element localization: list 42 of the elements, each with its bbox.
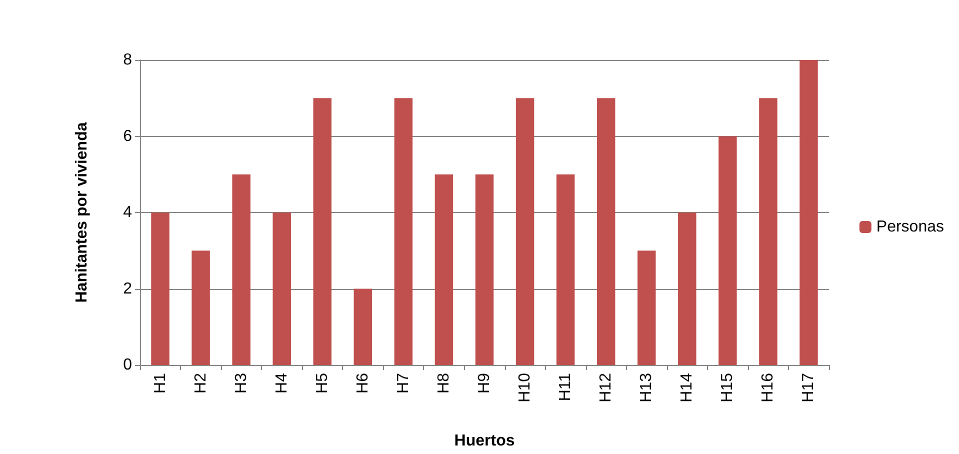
legend-label: Personas xyxy=(876,218,944,236)
x-tick-label: H9 xyxy=(476,372,493,394)
bar xyxy=(718,136,737,365)
bar xyxy=(596,98,616,365)
x-tick-label: H16 xyxy=(760,372,777,402)
x-tick-label: H13 xyxy=(638,372,656,402)
x-tick-label: H5 xyxy=(314,372,331,394)
bar xyxy=(151,212,170,365)
x-tick-label: H14 xyxy=(678,372,696,402)
x-tick-label: H12 xyxy=(598,372,615,402)
y-tick-label: 6 xyxy=(123,128,132,145)
bar xyxy=(354,288,372,365)
x-axis-title: Huertos xyxy=(454,432,515,450)
y-tick-label: 8 xyxy=(123,52,132,68)
x-tick-label: H15 xyxy=(719,372,736,402)
bar xyxy=(394,98,413,365)
x-tick-label: H7 xyxy=(394,372,412,394)
bar xyxy=(759,98,778,365)
x-tick-label: H3 xyxy=(232,372,250,394)
bar xyxy=(232,174,250,365)
bar xyxy=(678,212,696,365)
y-tick-label: 0 xyxy=(123,356,132,374)
bar xyxy=(516,98,534,365)
x-tick-label: H8 xyxy=(435,372,452,394)
bar xyxy=(556,174,575,365)
x-tick-label: H11 xyxy=(557,372,574,402)
bar xyxy=(475,174,494,365)
x-tick-label: H10 xyxy=(516,372,534,402)
x-tick-label: H17 xyxy=(800,372,818,402)
bar xyxy=(800,60,818,365)
y-tick-label: 4 xyxy=(123,204,132,221)
y-axis-title: Hanitantes por vivienda xyxy=(74,122,90,303)
bar xyxy=(434,174,454,365)
x-tick-label: H1 xyxy=(152,372,169,394)
x-tick-label: H6 xyxy=(354,372,372,394)
y-tick-label: 2 xyxy=(123,280,132,298)
bar xyxy=(192,250,210,365)
x-tick-label: H4 xyxy=(273,372,290,394)
bar xyxy=(313,98,332,365)
bar xyxy=(638,250,656,365)
bar xyxy=(272,212,291,365)
x-tick-label: H2 xyxy=(192,372,210,394)
